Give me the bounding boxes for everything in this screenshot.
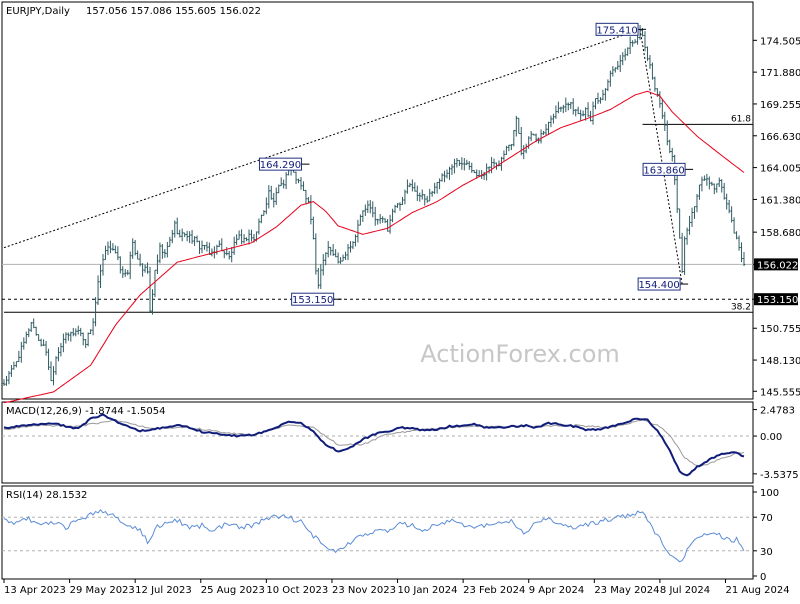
fib-label: 61.8 bbox=[731, 114, 751, 124]
macd-panel-frame bbox=[1, 401, 754, 484]
price-label: 154.400 bbox=[638, 280, 679, 291]
macd-tick-label: 2.4783 bbox=[760, 406, 795, 417]
macd-line bbox=[3, 413, 745, 477]
y-tick-label: 150.755 bbox=[760, 324, 800, 335]
rsi-tick-label: 30 bbox=[760, 547, 773, 558]
price-label-box bbox=[258, 157, 302, 171]
main-panel-frame bbox=[1, 1, 754, 400]
rsi-panel-frame bbox=[1, 485, 754, 580]
rsi-line bbox=[3, 509, 745, 563]
y-tick-label: 166.630 bbox=[760, 132, 800, 143]
price-label-box bbox=[595, 22, 639, 36]
x-axis: 13 Apr 2023 29 May 2023 12 Jul 2023 25 Aug … bbox=[3, 579, 790, 596]
y-tick-label: 171.880 bbox=[760, 68, 800, 79]
support-price-label-box bbox=[754, 293, 798, 306]
x-tick-label: 10 Jan 2024 bbox=[398, 585, 458, 596]
rsi-tick-label: 0 bbox=[760, 572, 766, 583]
rsi-panel: RSI(14) 28.1532 100 70 30 0 bbox=[2, 488, 779, 583]
x-tick-label: 23 Nov 2023 bbox=[332, 585, 396, 596]
x-tick-label: 9 Apr 2024 bbox=[529, 585, 584, 596]
y-tick-label: 161.380 bbox=[760, 195, 800, 206]
price-label: 175.410 bbox=[596, 25, 637, 36]
price-label-box bbox=[291, 292, 335, 306]
x-tick-label: 23 Feb 2024 bbox=[463, 585, 525, 596]
x-tick-label: 29 May 2023 bbox=[70, 585, 135, 596]
macd-tick-label: -3.5375 bbox=[760, 470, 799, 481]
x-tick-label: 23 May 2024 bbox=[594, 585, 659, 596]
price-label-box bbox=[637, 277, 681, 291]
macd-tick-label: 0.00 bbox=[760, 432, 782, 443]
chart-header-ohlc: 157.056 157.086 155.605 156.022 bbox=[86, 6, 261, 17]
y-tick-label: 145.555 bbox=[760, 387, 800, 398]
y-tick-label: 174.505 bbox=[760, 36, 800, 47]
x-tick-label: 10 Oct 2023 bbox=[266, 585, 328, 596]
x-tick-label: 13 Apr 2023 bbox=[4, 585, 66, 596]
x-tick-label: 12 Jul 2023 bbox=[135, 585, 192, 596]
trendline bbox=[3, 28, 641, 249]
x-tick-label: 8 Jul 2024 bbox=[660, 585, 710, 596]
fib-label: 38.2 bbox=[731, 302, 751, 312]
chart-header-symbol: EURJPY,Daily bbox=[6, 6, 70, 17]
x-tick-label: 21 Aug 2024 bbox=[726, 585, 790, 596]
main-price-panel: 174.505 171.880 169.255 166.630 164.005 161.3… bbox=[2, 22, 800, 404]
x-tick-label: 25 Aug 2023 bbox=[201, 585, 265, 596]
price-label: 153.150 bbox=[292, 295, 333, 306]
macd-signal-line bbox=[3, 418, 745, 467]
rsi-tick-label: 100 bbox=[760, 488, 779, 499]
macd-title: MACD(12,26,9) -1.8744 -1.5054 bbox=[6, 406, 166, 417]
fib-connector bbox=[639, 29, 683, 285]
rsi-title: RSI(14) 28.1532 bbox=[6, 490, 87, 501]
y-tick-label: 164.005 bbox=[760, 164, 800, 175]
y-tick-label: 169.255 bbox=[760, 100, 800, 111]
watermark: ActionForex.com bbox=[420, 340, 620, 368]
moving-average-line bbox=[3, 90, 745, 404]
price-label: 163.860 bbox=[643, 165, 684, 176]
current-price-label: 156.022 bbox=[757, 260, 798, 271]
y-tick-label: 148.130 bbox=[760, 356, 800, 367]
price-label: 164.290 bbox=[260, 160, 301, 171]
rsi-tick-label: 70 bbox=[760, 513, 773, 524]
price-label-box bbox=[642, 162, 686, 176]
macd-panel: MACD(12,26,9) -1.8744 -1.5054 2.4783 0.00 -… bbox=[2, 406, 799, 481]
current-price-label-box bbox=[754, 258, 798, 271]
support-price-label: 153.150 bbox=[757, 295, 798, 306]
y-tick-label: 158.680 bbox=[760, 228, 800, 239]
